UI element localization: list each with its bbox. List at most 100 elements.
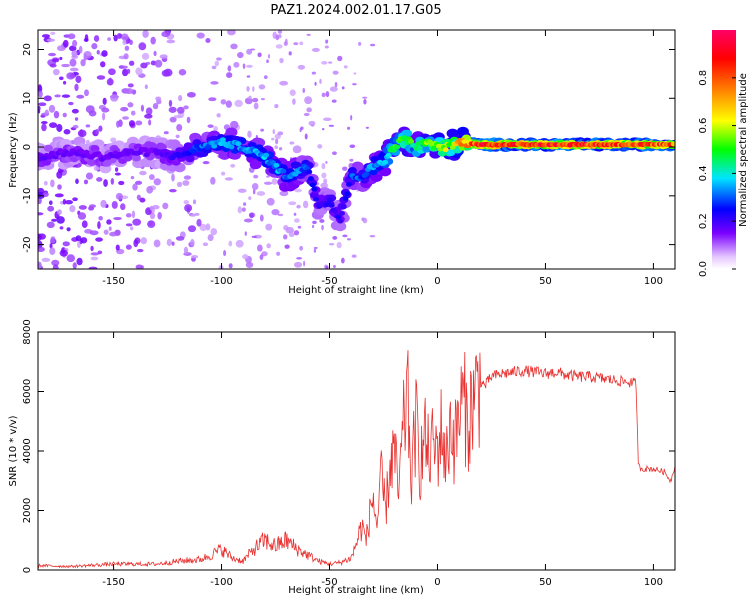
heat-speckle xyxy=(176,123,183,132)
y-tick-label: 4000 xyxy=(22,438,33,463)
heat-speckle xyxy=(274,145,278,150)
heat-speckle xyxy=(253,174,259,179)
heat-speckle xyxy=(178,69,187,76)
heat-speckle xyxy=(66,72,76,80)
heat-speckle xyxy=(59,56,63,61)
heat-speckle xyxy=(97,221,101,230)
heat-speckle xyxy=(275,44,283,49)
heat-speckle xyxy=(349,144,356,148)
heat-speckle xyxy=(110,94,119,102)
heat-speckle xyxy=(61,63,70,68)
heat-speckle xyxy=(101,50,108,57)
x-tick-label: -100 xyxy=(210,276,233,287)
heat-speckle xyxy=(297,64,306,70)
heat-speckle xyxy=(140,62,148,69)
heat-speckle xyxy=(128,120,136,127)
heat-speckle xyxy=(251,235,257,239)
ridge-blob xyxy=(225,127,238,138)
colorbar: 0.0 0.2 0.4 0.6 0.8 Normalized spectral ampl… xyxy=(698,30,749,277)
spectrogram-x-ticks: -150 -100 -50 0 50 100 xyxy=(102,30,663,287)
heat-speckle xyxy=(139,197,146,203)
heat-speckle xyxy=(235,239,244,248)
heat-speckle xyxy=(140,237,148,245)
heat-speckle xyxy=(346,238,352,241)
heat-speckle xyxy=(256,191,266,196)
heat-speckle xyxy=(205,223,211,231)
heat-speckle xyxy=(43,95,52,102)
heat-speckle xyxy=(278,147,283,151)
heat-speckle xyxy=(50,179,55,188)
heat-speckle xyxy=(210,228,218,236)
heat-speckle xyxy=(332,70,339,75)
heat-speckle xyxy=(116,33,123,39)
heat-speckle xyxy=(161,69,170,77)
heat-speckle xyxy=(120,33,129,41)
heat-speckle xyxy=(213,126,219,132)
heat-speckle xyxy=(59,226,64,230)
heat-speckle xyxy=(328,61,333,64)
snr-x-axis-label: Height of straight line (km) xyxy=(288,585,424,596)
heat-speckle xyxy=(279,190,289,197)
heat-speckle xyxy=(320,182,329,189)
ridge-blob xyxy=(157,143,167,151)
ridge-blob xyxy=(342,195,349,201)
heat-speckle xyxy=(260,98,265,101)
heat-speckle xyxy=(230,43,238,50)
colorbar-tick-label: 0.0 xyxy=(698,261,709,277)
ridge-blob xyxy=(280,168,287,174)
heat-speckle xyxy=(48,200,53,206)
heat-speckle xyxy=(293,230,300,236)
heat-speckle xyxy=(102,112,106,121)
heat-speckle xyxy=(325,91,330,98)
heat-speckle xyxy=(38,109,41,114)
ridge-blob xyxy=(211,143,218,149)
heat-speckle xyxy=(243,218,253,223)
heat-speckle xyxy=(85,172,94,180)
heat-speckle xyxy=(96,75,106,80)
ridge-blob xyxy=(382,159,389,165)
spectrogram-x-axis-label: Height of straight line (km) xyxy=(288,285,424,296)
heat-speckle xyxy=(293,42,299,46)
snr-plot-area xyxy=(38,332,675,570)
x-tick-label: -100 xyxy=(210,577,233,588)
x-tick-label: 100 xyxy=(644,276,663,287)
heat-speckle xyxy=(342,234,348,238)
heat-speckle xyxy=(271,209,280,216)
heat-speckle xyxy=(42,191,49,198)
heat-speckle xyxy=(144,113,153,119)
heat-speckle xyxy=(321,172,327,179)
heat-speckle xyxy=(46,221,55,229)
heat-speckle xyxy=(62,241,70,247)
heat-speckle xyxy=(346,126,351,130)
heat-speckle xyxy=(210,81,219,85)
heat-speckle xyxy=(341,86,345,90)
heat-speckle xyxy=(302,200,309,209)
heat-speckle xyxy=(116,120,120,128)
heat-speckle xyxy=(98,125,103,132)
heat-speckle xyxy=(237,206,243,214)
heat-speckle xyxy=(49,243,53,249)
heat-speckle xyxy=(38,84,42,91)
heat-speckle xyxy=(101,107,110,113)
heat-speckle xyxy=(300,126,304,130)
snr-y-ticks: 0 2000 4000 6000 8000 xyxy=(22,319,675,573)
ridge-blob xyxy=(307,176,314,181)
heat-speckle xyxy=(324,45,329,49)
heat-speckle xyxy=(153,178,161,186)
heat-speckle xyxy=(299,41,304,46)
heat-speckle xyxy=(297,225,302,229)
heat-speckle xyxy=(96,177,103,182)
colorbar-tick-label: 0.4 xyxy=(698,165,709,181)
heat-speckle xyxy=(192,199,197,205)
heat-speckle xyxy=(68,101,74,106)
heat-speckle xyxy=(277,33,282,39)
heat-speckle xyxy=(157,211,162,220)
heat-speckle xyxy=(328,124,335,127)
heat-speckle xyxy=(118,65,125,69)
ridge-blob xyxy=(430,145,437,151)
heat-speckle xyxy=(128,60,135,66)
heat-speckle xyxy=(50,236,56,244)
heat-speckle xyxy=(124,45,130,51)
heat-speckle xyxy=(151,205,160,210)
heat-speckle xyxy=(142,30,149,38)
